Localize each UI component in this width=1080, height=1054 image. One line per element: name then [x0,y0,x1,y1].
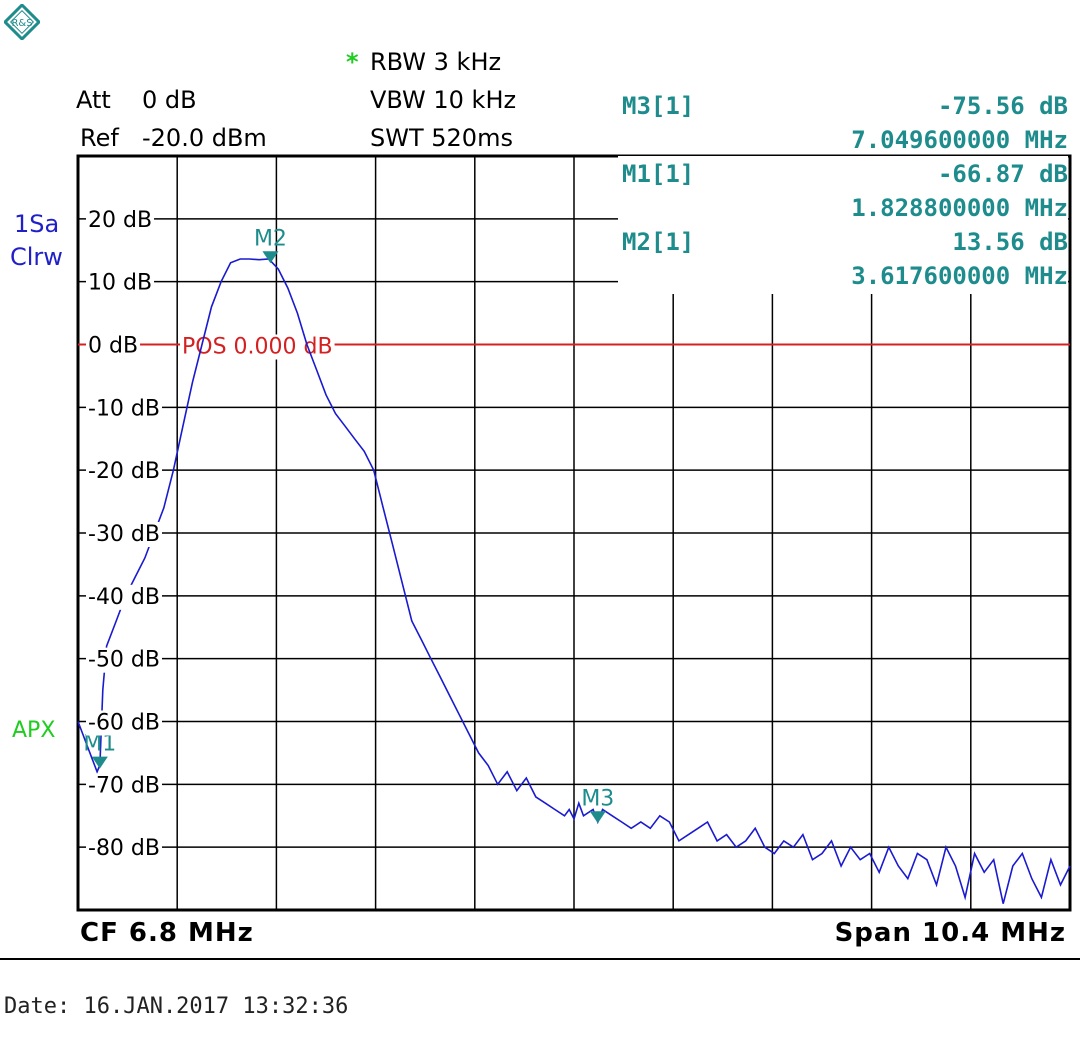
marker-table-name: M1[1] [622,160,695,188]
y-tick-label-bg [86,710,162,736]
y-tick-label: 0 dB [88,334,138,359]
marker-table-bg [618,156,1068,294]
marker-m3-symbol[interactable] [589,811,606,824]
marker-table-frequency: 1.828800000 MHz [851,194,1068,222]
marker-table-frequency: 3.617600000 MHz [851,262,1068,290]
marker-table-name: M2[1] [622,228,695,256]
reference-line-label-bg [180,334,335,360]
y-tick-label: -30 dB [88,522,160,547]
chart-frame [76,154,1072,912]
y-tick-label: 10 dB [88,271,152,296]
svg-text:R&S: R&S [11,18,32,29]
y-tick-label: -60 dB [88,711,160,736]
marker-m2-symbol[interactable] [262,251,279,264]
att-label: Att [76,86,111,114]
marker-m3-label: M3 [581,786,614,811]
marker-table-level: -66.87 dB [937,160,1068,188]
rohde-schwarz-logo: R&S [4,4,40,40]
span: Span 10.4 MHz [834,918,1066,948]
y-tick-label-bg [86,584,162,610]
chart-grid [76,154,1072,912]
marker-m2-label: M2 [254,226,287,251]
att-value: 0 dB [142,86,197,114]
y-tick-label-bg [86,773,162,799]
y-tick-label-bg [86,270,155,296]
reference-line-label: POS 0.000 dB [182,335,333,360]
vbw-setting: VBW 10 kHz [370,86,517,114]
y-tick-label-bg [86,396,162,422]
apx-label: APX [12,718,56,743]
marker-table-level: -75.56 dB [937,92,1068,120]
y-tick-label: 20 dB [88,208,152,233]
rbw-setting: RBW 3 kHz [370,48,502,76]
trace-count: 1Sa [14,210,60,238]
ref-value: -20.0 dBm [142,124,267,152]
markers-layer: M1 M2 M3 [83,226,614,824]
y-tick-label: -50 dB [88,648,160,673]
y-tick-label: -70 dB [88,773,160,798]
y-tick-label-bg [86,647,162,673]
rbw-star: * [346,48,359,76]
marker-m1-symbol[interactable] [91,756,108,769]
date-stamp: Date: 16.JAN.2017 13:32:36 [4,994,349,1019]
y-axis-labels: 20 dB 10 dB 0 dB -10 dB -20 dB -30 dB -40 dB -5… [86,207,162,862]
footer-divider [0,958,1080,960]
trace-layer [77,258,1071,904]
marker-table-name: M3[1] [622,92,695,120]
marker-m1-label: M1 [83,732,116,757]
marker-table-level: 13.56 dB [952,228,1068,256]
y-tick-label-bg [86,836,162,862]
y-tick-label: -40 dB [88,585,160,610]
y-tick-label-bg [86,522,162,547]
y-tick-label: -80 dB [88,836,160,861]
y-tick-label: -20 dB [88,459,160,484]
marker-table-frequency: 7.049600000 MHz [851,126,1068,154]
swt-setting: SWT 520ms [370,124,513,152]
trace-line [77,258,1071,904]
y-tick-label: -10 dB [88,396,160,421]
y-tick-label-bg [86,459,162,485]
trace-mode: Clrw [10,243,63,271]
y-tick-label-bg [86,207,155,233]
ref-label: Ref [80,124,119,152]
center-frequency: CF 6.8 MHz [80,918,254,948]
y-tick-label-bg [86,333,141,359]
